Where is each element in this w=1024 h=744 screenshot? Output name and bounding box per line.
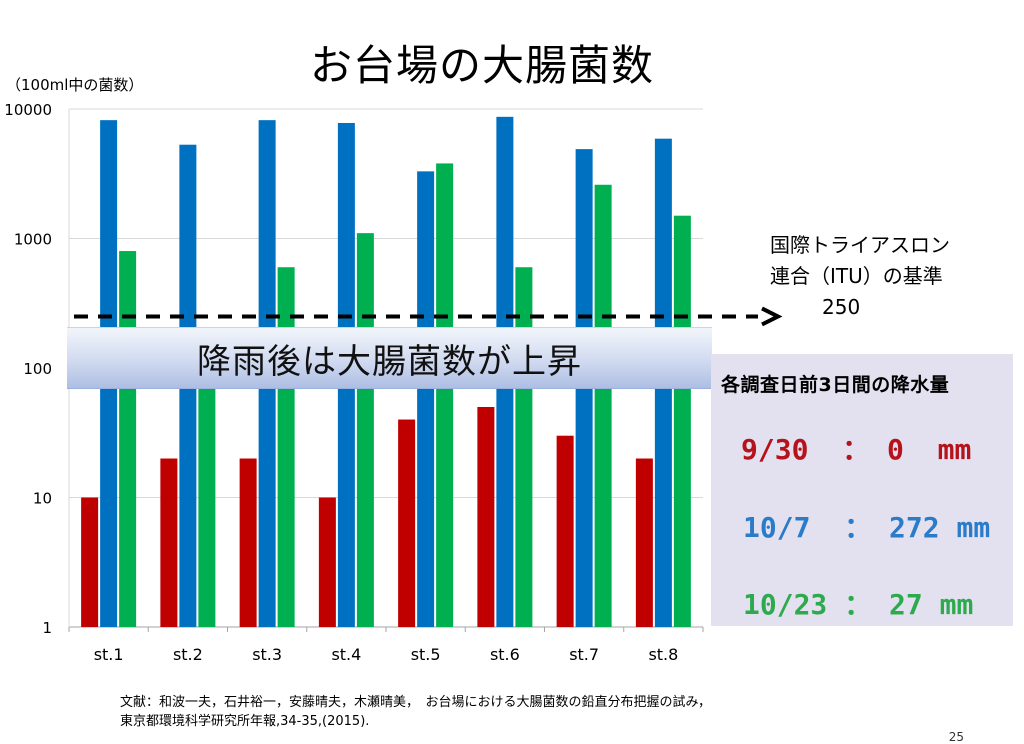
reference-line2: 東京都環境科学研究所年報,34-35,(2015). [120, 714, 370, 729]
threshold-line [74, 306, 783, 327]
rain-amount: 0 [887, 433, 904, 466]
bar-st.6-s1 [477, 406, 495, 627]
bar-st.3-s3 [277, 267, 295, 627]
bar-st.1-s1 [81, 497, 99, 627]
rain-amount: 272 [889, 511, 940, 544]
rain-date: 10/7 [743, 511, 811, 544]
bar-st.4-s3 [356, 233, 374, 627]
bar-st.8-s3 [673, 215, 691, 628]
itu-threshold-value: 250 [822, 295, 861, 319]
y-tick-label: 10 [33, 490, 52, 508]
page-number: 25 [948, 730, 964, 744]
rainfall-row-1023: 10/23 ： 27 mm [743, 583, 973, 623]
rain-date: 10/23 [743, 588, 828, 621]
y-tick-label: 100 [23, 360, 52, 378]
rain-unit: mm [937, 433, 972, 466]
rainfall-title: 各調査日前3日間の降水量 [721, 374, 950, 396]
rain-sep: ： [842, 433, 871, 466]
rain-effect-banner: 降雨後は大腸菌数が上昇 [67, 327, 712, 389]
reference-citation: 文献：和波一夫，石井裕一，安藤晴夫，木瀬晴美， お台場における大腸菌数の鉛直分布… [120, 693, 711, 731]
x-tick-label: st.4 [331, 645, 361, 664]
bar-st.6-s3 [515, 267, 533, 627]
bar-st.7-s1 [556, 435, 574, 627]
rain-sep: ： [844, 588, 873, 621]
y-axis-ticks: 1 10 100 1000 10000 [4, 101, 52, 637]
rain-unit: mm [939, 588, 974, 621]
x-tick-label: st.3 [252, 645, 282, 664]
bar-st.5-s3 [436, 163, 454, 627]
x-tick-label: st.8 [648, 645, 678, 664]
x-tick-label: st.6 [490, 645, 520, 664]
chart-title: お台場の大腸菌数 [309, 41, 654, 90]
bar-st.4-s1 [318, 497, 336, 627]
y-tick-label: 1 [42, 619, 52, 637]
rain-sep: ： [844, 511, 873, 544]
y-axis-unit-label: （100ml中の菌数） [6, 76, 144, 94]
bar-st.7-s3 [594, 184, 612, 627]
bar-st.2-s1 [160, 458, 178, 627]
y-tick-label: 1000 [14, 231, 52, 249]
rainfall-row-0930: 9/30 ： 0 mm [741, 428, 971, 468]
x-tick-label: st.2 [173, 645, 203, 664]
itu-label-line1: 国際トライアスロン [770, 233, 950, 257]
bar-st.3-s1 [239, 458, 257, 627]
bar-st.1-s3 [119, 251, 137, 627]
bar-st.5-s2 [417, 171, 435, 627]
x-tick-label: st.7 [569, 645, 599, 664]
rainfall-panel: 各調査日前3日間の降水量 9/30 ： 0 mm 10/7 ： 272 mm 1… [711, 354, 1013, 626]
threshold-arrow-icon [761, 306, 783, 327]
bar-st.8-s1 [635, 458, 653, 627]
itu-standard-annotation: 国際トライアスロン 連合（ITU）の基準 250 [770, 230, 950, 323]
rainfall-row-1007: 10/7 ： 272 mm [743, 506, 990, 546]
rain-amount: 27 [889, 588, 923, 621]
bar-st.5-s1 [398, 419, 416, 627]
rain-date: 9/30 [741, 433, 809, 466]
bar-st.2-s3 [198, 373, 216, 627]
x-tick-label: st.5 [411, 645, 441, 664]
y-tick-label: 10000 [4, 101, 52, 119]
x-tick-label: st.1 [94, 645, 124, 664]
reference-line1: 文献：和波一夫，石井裕一，安藤晴夫，木瀬晴美， お台場における大腸菌数の鉛直分布… [120, 695, 711, 710]
rain-unit: mm [956, 511, 991, 544]
itu-label-line2: 連合（ITU）の基準 [770, 264, 943, 288]
x-axis-ticks: st.1 st.2 st.3 st.4 st.5 st.6 st.7 st.8 [68, 627, 704, 664]
